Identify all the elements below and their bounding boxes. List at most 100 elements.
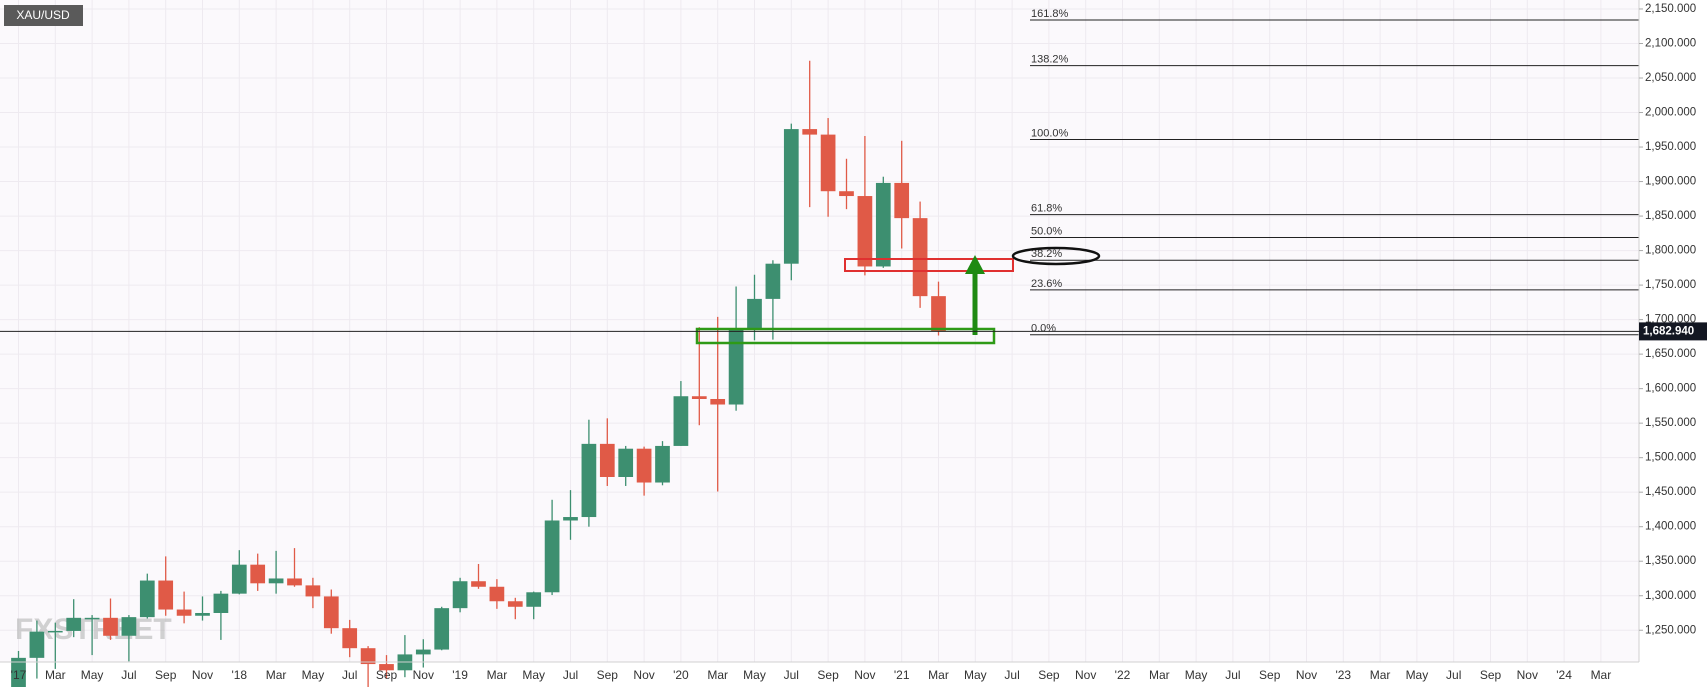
y-tick-label: 1,800.000 xyxy=(1645,245,1696,257)
candle-body xyxy=(213,593,229,613)
candle-body xyxy=(802,129,818,135)
candle-body xyxy=(526,592,542,607)
x-tick-label: Mar xyxy=(928,668,949,682)
x-tick-label: Jul xyxy=(1004,668,1019,682)
x-tick-label: Nov xyxy=(1075,668,1096,682)
x-tick-label: Mar xyxy=(1591,668,1612,682)
x-tick-label: May xyxy=(1185,668,1208,682)
y-tick-label: 1,600.000 xyxy=(1645,383,1696,395)
candle-body xyxy=(599,443,615,477)
y-tick-label: 2,100.000 xyxy=(1645,38,1696,50)
candle-body xyxy=(655,445,670,483)
candle-body xyxy=(747,298,762,329)
x-tick-label: Mar xyxy=(1370,668,1391,682)
candle-body xyxy=(342,628,358,649)
y-tick-label: 1,900.000 xyxy=(1645,176,1696,188)
x-tick-label: Jul xyxy=(563,668,578,682)
x-tick-label: Mar xyxy=(1149,668,1170,682)
candle-body xyxy=(765,263,781,299)
x-tick-label: Nov xyxy=(854,668,875,682)
x-tick-label: Mar xyxy=(487,668,508,682)
candle-body xyxy=(121,617,137,636)
candle-body xyxy=(47,630,63,633)
y-tick-label: 1,350.000 xyxy=(1645,555,1696,567)
candle-body xyxy=(839,191,854,197)
x-tick-label: '18 xyxy=(231,668,247,682)
last-price-label: 1,682.940 xyxy=(1643,325,1694,337)
candle-body xyxy=(268,578,284,584)
resistance-zone xyxy=(844,258,1014,272)
y-tick-label: 1,300.000 xyxy=(1645,590,1696,602)
x-tick-label: '23 xyxy=(1335,668,1351,682)
x-tick-label: Nov xyxy=(1517,668,1538,682)
fib-label: 38.2% xyxy=(1031,248,1062,260)
symbol: XAU/USD xyxy=(16,8,70,22)
candle-body xyxy=(820,134,836,192)
x-tick-label: '21 xyxy=(894,668,910,682)
y-tick-label: 1,400.000 xyxy=(1645,521,1696,533)
candle-body xyxy=(434,608,450,650)
candle-body xyxy=(360,648,376,665)
x-tick-label: May xyxy=(81,668,104,682)
x-tick-label: '17 xyxy=(11,668,27,682)
candle-body xyxy=(581,443,597,518)
fib-label: 61.8% xyxy=(1031,203,1062,215)
fib-levels: 161.8% 138.2% 100.0% 61.8% 50.0% 38.2% 23.6% 0.… xyxy=(1030,8,1639,336)
y-tick-label: 2,050.000 xyxy=(1645,72,1696,84)
x-tick-label: Nov xyxy=(192,668,213,682)
fib-label: 23.6% xyxy=(1031,278,1062,290)
candle-body xyxy=(894,182,910,219)
x-tick-label: May xyxy=(522,668,545,682)
x-tick-label: Nov xyxy=(1296,668,1317,682)
fib-label: 0.0% xyxy=(1031,323,1056,335)
x-tick-label: Jul xyxy=(1225,668,1240,682)
candle-body xyxy=(103,617,118,636)
candle-body xyxy=(912,218,928,297)
x-tick-label: Sep xyxy=(597,668,619,682)
candle-body xyxy=(11,657,26,687)
candle-body xyxy=(176,609,192,616)
x-tick-label: May xyxy=(743,668,766,682)
x-tick-label: Nov xyxy=(413,668,434,682)
x-tick-label: Sep xyxy=(1480,668,1502,682)
x-tick-label: Sep xyxy=(155,668,177,682)
highlight-ellipse xyxy=(1011,246,1101,266)
y-tick-label: 1,450.000 xyxy=(1645,486,1696,498)
y-tick-label: 1,250.000 xyxy=(1645,624,1696,636)
x-tick-label: May xyxy=(964,668,987,682)
y-tick-label: 1,550.000 xyxy=(1645,417,1696,429)
candle-body xyxy=(379,664,394,671)
candle-body xyxy=(507,601,523,607)
x-tick-label: Sep xyxy=(1259,668,1281,682)
y-tick-label: 1,750.000 xyxy=(1645,279,1696,291)
candle-body xyxy=(710,398,726,405)
last-price-box xyxy=(1639,322,1707,341)
x-tick-label: Sep xyxy=(817,668,839,682)
candle-body xyxy=(691,396,707,399)
candle-body xyxy=(66,617,82,631)
candle-body xyxy=(728,328,744,405)
x-tick-label: May xyxy=(1406,668,1429,682)
candle-body xyxy=(231,564,247,594)
support-zone xyxy=(695,327,996,345)
y-tick-label: 1,850.000 xyxy=(1645,210,1696,222)
fib-label: 138.2% xyxy=(1031,53,1069,65)
candle-body xyxy=(29,631,45,658)
candle-body xyxy=(250,564,266,584)
y-tick-label: 2,000.000 xyxy=(1645,107,1696,119)
x-tick-label: Jul xyxy=(784,668,799,682)
candle-body xyxy=(323,596,339,629)
x-tick-label: Mar xyxy=(45,668,66,682)
candle-body xyxy=(471,581,486,587)
candle-body xyxy=(489,586,505,602)
y-tick-label: 2,150.000 xyxy=(1645,3,1696,15)
x-tick-label: Jul xyxy=(1446,668,1461,682)
candle-body xyxy=(287,578,302,586)
candle-body xyxy=(636,448,652,483)
x-tick-label: May xyxy=(302,668,325,682)
candle-body xyxy=(305,585,321,597)
candle-body xyxy=(544,520,560,593)
candle-body xyxy=(158,580,174,610)
candle-body xyxy=(783,129,799,264)
